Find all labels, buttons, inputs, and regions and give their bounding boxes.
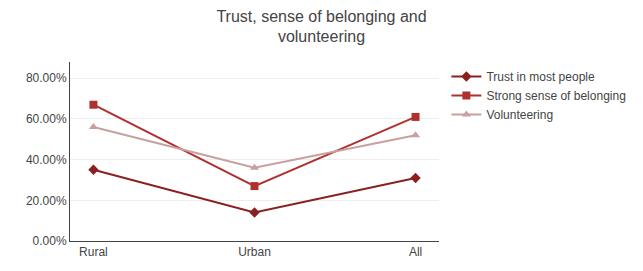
svg-text:40.00%: 40.00% [26,153,67,167]
svg-text:60.00%: 60.00% [26,112,67,126]
svg-text:Trust in most people: Trust in most people [486,70,595,84]
svg-text:Trust, sense of belonging andv: Trust, sense of belonging andvolunteerin… [216,8,426,46]
svg-text:All: All [409,245,422,259]
svg-text:Urban: Urban [238,245,271,259]
svg-text:Rural: Rural [79,245,108,259]
svg-text:Volunteering: Volunteering [486,108,553,122]
svg-text:80.00%: 80.00% [26,71,67,85]
svg-text:20.00%: 20.00% [26,194,67,208]
svg-text:Strong sense of belonging: Strong sense of belonging [486,89,625,103]
svg-text:0.00%: 0.00% [33,234,67,248]
